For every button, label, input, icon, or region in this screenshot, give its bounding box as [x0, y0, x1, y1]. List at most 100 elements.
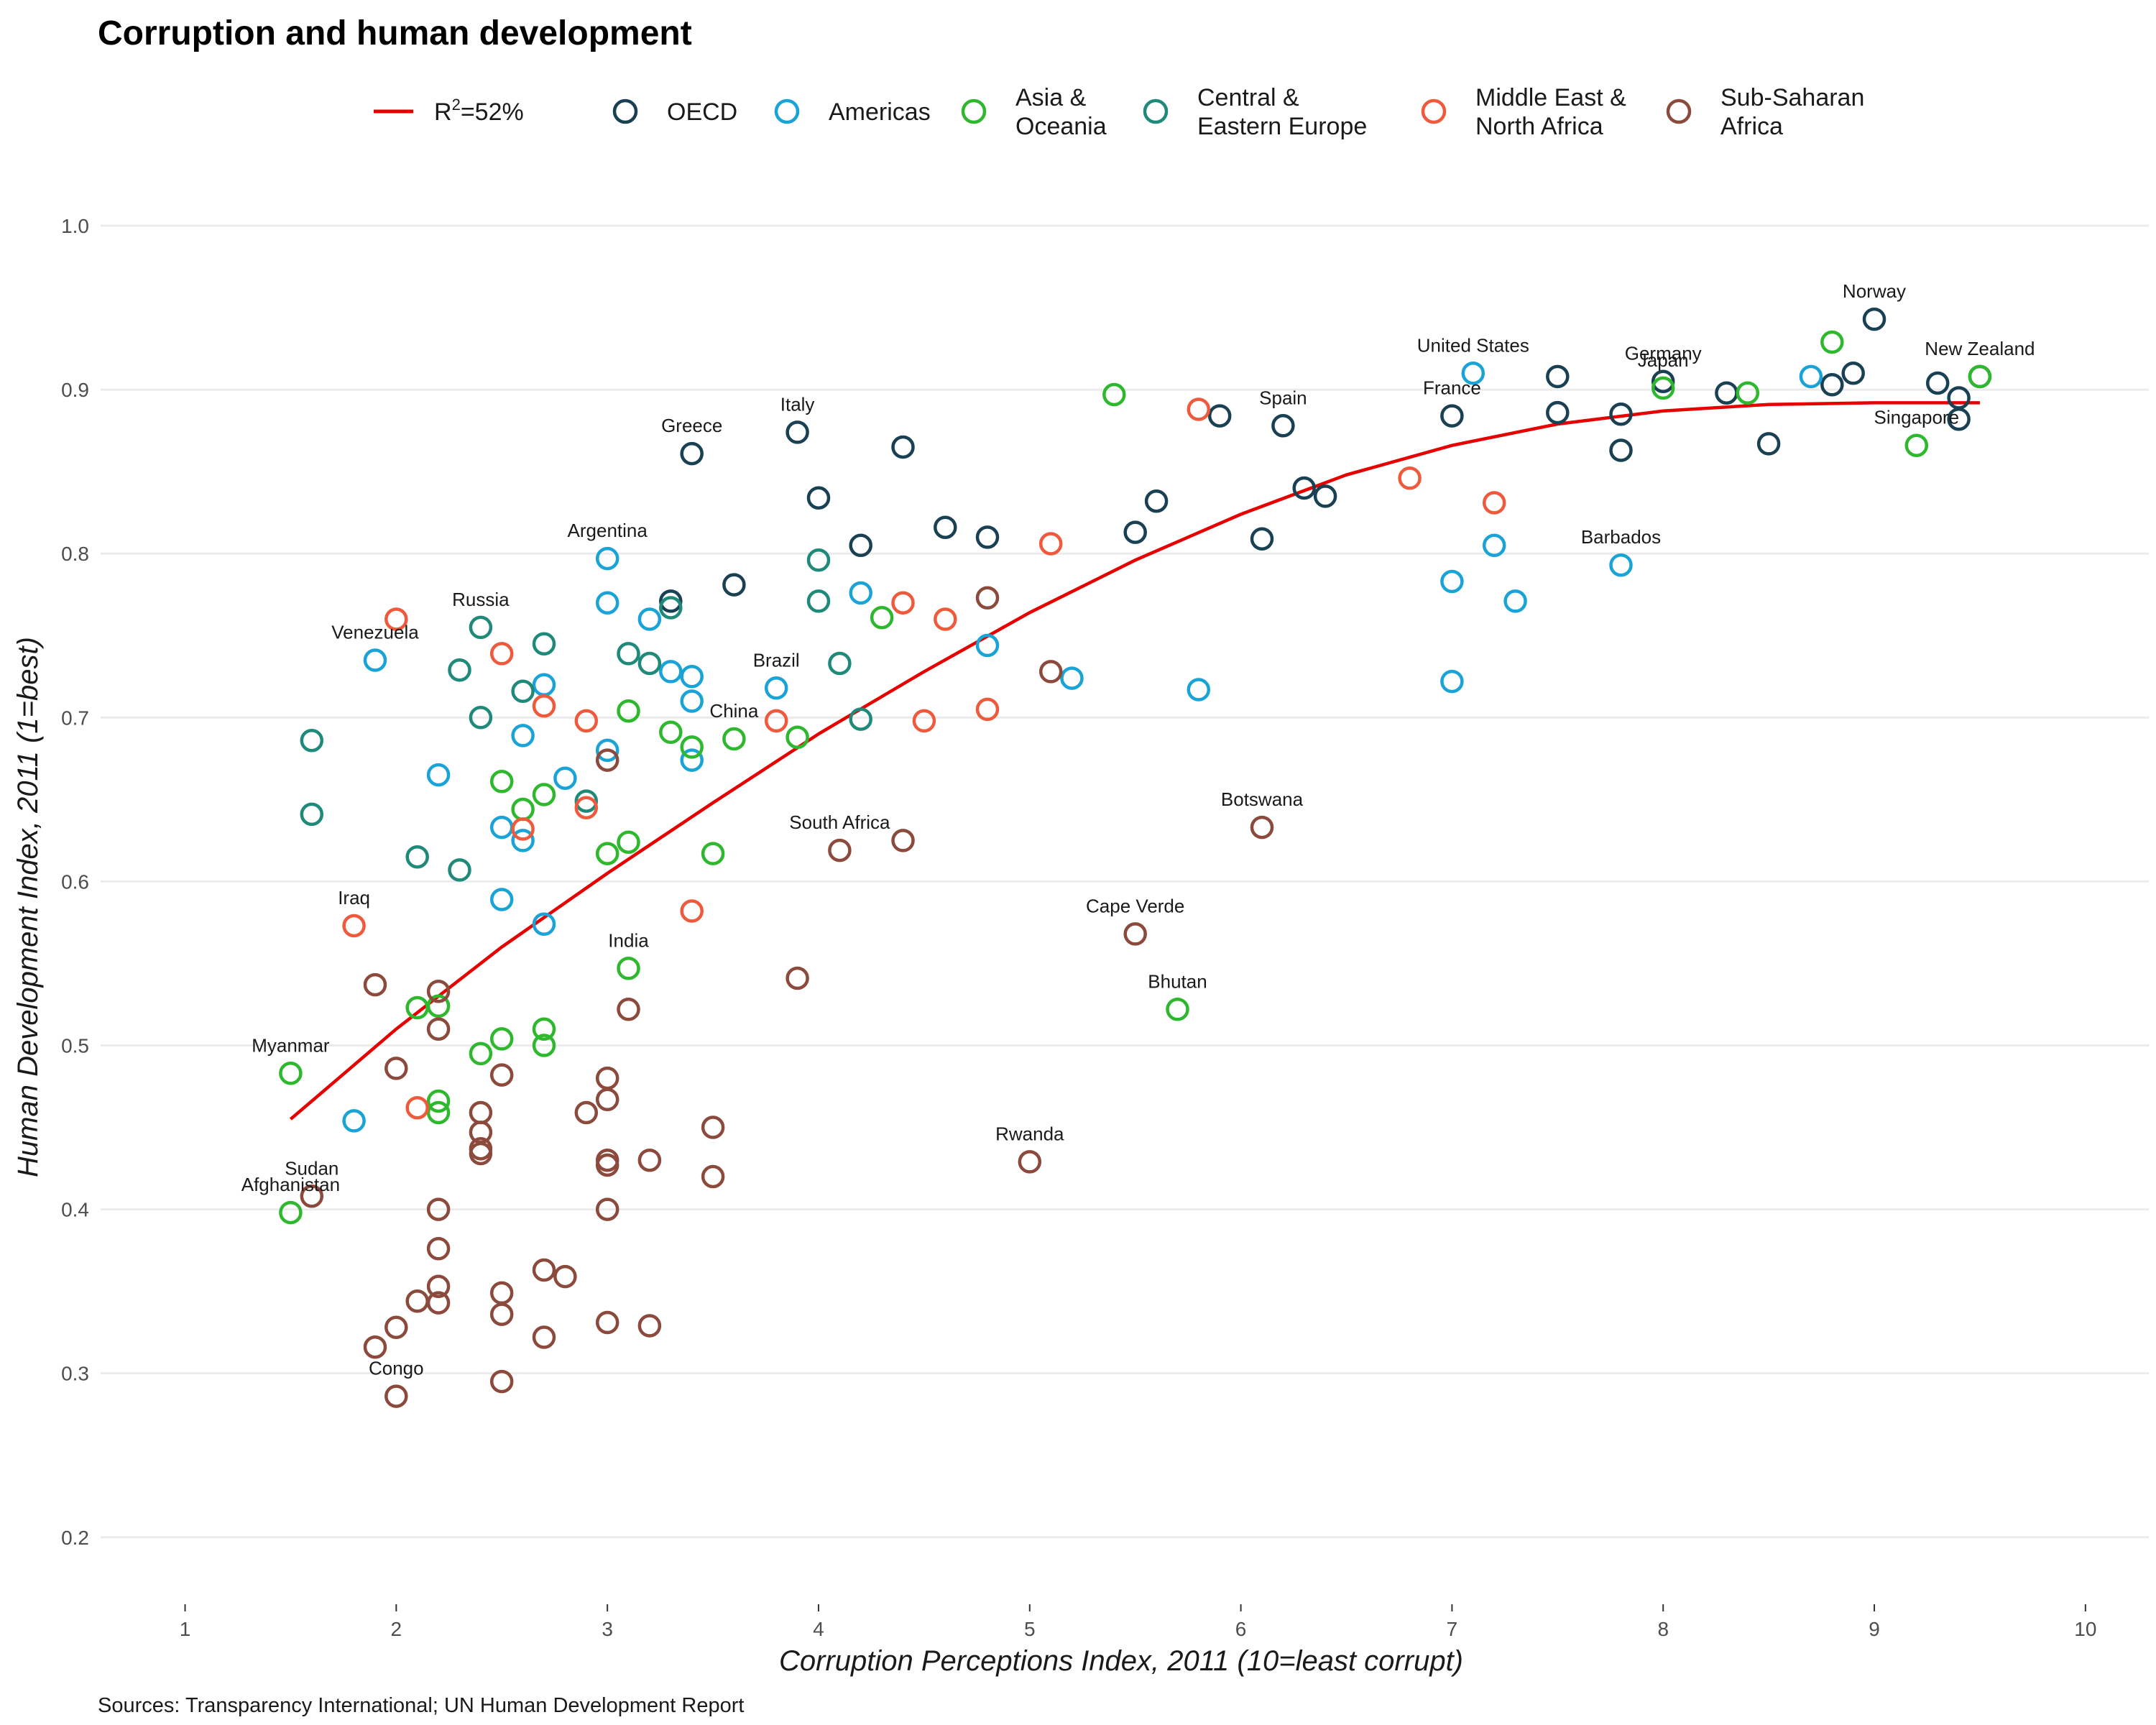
- data-point: [489, 888, 514, 911]
- legend: R2=52% OECD Americas Asia &Oceania Central &…: [374, 84, 1864, 140]
- data-point: [1187, 678, 1211, 702]
- x-tick-label: 1: [180, 1618, 191, 1640]
- point-label: India: [608, 929, 649, 951]
- y-axis-title: Human Development Index, 2011 (1=best): [12, 637, 44, 1177]
- legend-label: Sub-Saharan: [1720, 84, 1864, 111]
- data-point: [489, 770, 514, 794]
- data-point: [849, 707, 872, 731]
- x-tick-label: 8: [1657, 1618, 1669, 1640]
- data-point: [553, 766, 577, 790]
- data-point: [469, 1100, 493, 1125]
- point-label: Greece: [661, 415, 722, 436]
- data-point: [300, 728, 324, 753]
- point-label: Italy: [780, 393, 815, 415]
- point-label: Botswana: [1221, 788, 1304, 810]
- data-point: [617, 998, 640, 1021]
- data-point: [786, 725, 809, 749]
- data-point: [384, 1384, 408, 1408]
- data-point: [595, 1153, 619, 1177]
- data-point: [722, 727, 746, 751]
- data-point: [595, 546, 619, 571]
- data-point: [1440, 569, 1464, 594]
- legend-swatch: [774, 98, 800, 124]
- point-label: Singapore: [1874, 407, 1960, 428]
- data-point: [405, 1095, 429, 1120]
- data-point: [975, 586, 1000, 610]
- legend-label: Africa: [1720, 113, 1783, 140]
- data-point: [489, 1281, 514, 1305]
- data-point: [1250, 527, 1274, 551]
- y-tick-label: 0.7: [61, 707, 89, 729]
- data-point: [384, 1315, 408, 1340]
- data-point: [532, 912, 556, 936]
- data-point: [701, 1164, 725, 1189]
- data-point: [637, 651, 662, 676]
- data-point: [1102, 382, 1126, 407]
- y-tick-label: 0.8: [61, 543, 89, 565]
- data-point: [659, 596, 683, 620]
- data-point: [637, 607, 662, 631]
- data-point: [300, 802, 324, 827]
- data-point: [701, 842, 725, 865]
- y-tick-label: 0.3: [61, 1363, 89, 1385]
- data-point: [469, 706, 493, 730]
- data-point: [489, 1027, 514, 1051]
- legend-label: Americas: [829, 98, 931, 126]
- gridlines: [101, 224, 2149, 1539]
- data-point: [1503, 589, 1527, 613]
- series-3: [300, 548, 872, 882]
- data-point: [975, 525, 1000, 549]
- data-point: [1038, 532, 1063, 556]
- point-label: France: [1423, 377, 1481, 399]
- data-point: [617, 642, 640, 666]
- data-point: [342, 1109, 366, 1133]
- data-point: [680, 748, 704, 772]
- data-point: [891, 829, 915, 852]
- data-point: [489, 1369, 514, 1394]
- point-label: Brazil: [753, 649, 800, 671]
- legend-swatch: [961, 98, 987, 124]
- data-point: [1482, 491, 1506, 515]
- data-point: [511, 817, 535, 841]
- data-point: [912, 709, 936, 733]
- data-point: [1398, 466, 1422, 490]
- data-point: [849, 533, 872, 558]
- data-point: [595, 1197, 619, 1221]
- data-point: [1820, 330, 1844, 354]
- point-label: Myanmar: [252, 1034, 330, 1056]
- series-2: [279, 330, 1992, 1225]
- data-point: [595, 1066, 619, 1090]
- data-point: [342, 914, 366, 938]
- data-point: [279, 1200, 303, 1225]
- data-point: [489, 1063, 514, 1087]
- data-point: [1292, 476, 1316, 500]
- data-point: [426, 1274, 451, 1299]
- data-point: [1038, 660, 1063, 684]
- data-point: [511, 724, 535, 748]
- data-point: [1166, 998, 1189, 1021]
- data-point: [1482, 533, 1506, 558]
- data-point: [870, 605, 894, 630]
- data-point: [511, 679, 535, 704]
- data-point: [1609, 553, 1633, 577]
- data-point: [806, 486, 831, 510]
- data-point: [1841, 362, 1865, 385]
- data-point: [426, 763, 451, 787]
- x-axis-title: Corruption Perceptions Index, 2011 (10=l…: [779, 1645, 1463, 1677]
- x-tick-label: 10: [2074, 1618, 2096, 1640]
- point-label: Barbados: [1581, 526, 1661, 548]
- data-point: [680, 689, 704, 713]
- fit-curve: [289, 401, 1980, 1121]
- data-point: [595, 748, 619, 772]
- data-point: [511, 797, 535, 822]
- data-point: [1144, 489, 1169, 513]
- data-point: [1123, 922, 1147, 946]
- data-point: [595, 842, 619, 865]
- data-point: [1968, 364, 1992, 389]
- data-point: [891, 591, 915, 615]
- data-point: [975, 633, 1000, 658]
- data-point: [975, 697, 1000, 722]
- data-point: [1250, 815, 1274, 840]
- data-point: [532, 1258, 556, 1282]
